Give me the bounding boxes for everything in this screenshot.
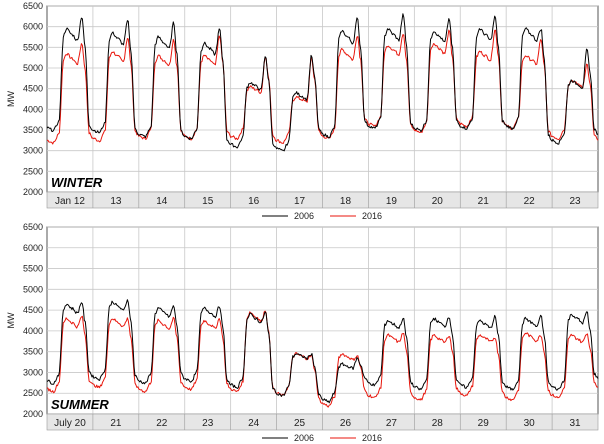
y-tick-label: 6000 <box>23 22 43 32</box>
x-tick-label: 22 <box>156 418 168 429</box>
x-tick-label: 21 <box>110 418 122 429</box>
x-tick-label: 27 <box>386 418 398 429</box>
season-label: WINTER <box>51 175 103 190</box>
panel-winter: 2000 2500 3000 3500 4000 4500 5000 5500 6000 6500… <box>6 1 599 221</box>
x-tick-label: 31 <box>569 418 581 429</box>
y-axis-label: MW <box>6 91 16 107</box>
y-tick-label: 2000 <box>23 409 43 419</box>
legend-label: 2006 <box>294 211 314 221</box>
x-tick-label: 22 <box>524 196 536 207</box>
series-line-2016 <box>46 310 599 408</box>
y-tick-label: 4500 <box>23 305 43 315</box>
y-tick-label: 3000 <box>23 367 43 377</box>
y-tick-label: 6000 <box>23 243 43 253</box>
x-tick-label: 29 <box>478 418 490 429</box>
y-tick-label: 5500 <box>23 264 43 274</box>
y-tick-label: 2500 <box>23 166 43 176</box>
y-tick-label: 4500 <box>23 84 43 94</box>
y-tick-label: 2500 <box>23 388 43 398</box>
panel-summer: 2000 2500 3000 3500 4000 4500 5000 5500 6000 6500… <box>6 222 599 443</box>
x-tick-label: 16 <box>248 196 260 207</box>
x-tick-label: 20 <box>432 196 444 207</box>
y-tick-label: 3000 <box>23 146 43 156</box>
legend-label: 2016 <box>362 211 382 221</box>
y-axis-label: MW <box>6 312 16 328</box>
x-tick-label: 30 <box>524 418 536 429</box>
y-tick-label: 6500 <box>23 222 43 232</box>
y-tick-label: 3500 <box>23 347 43 357</box>
x-tick-label: 23 <box>202 418 214 429</box>
x-tick-label: 21 <box>478 196 490 207</box>
series-line-2016 <box>46 29 599 145</box>
season-label: SUMMER <box>51 397 109 412</box>
y-tick-label: 3500 <box>23 125 43 135</box>
x-tick-label: 24 <box>248 418 260 429</box>
y-tick-label: 6500 <box>23 1 43 11</box>
legend-label: 2016 <box>362 433 382 443</box>
y-tick-label: 4000 <box>23 326 43 336</box>
x-tick-label: 19 <box>386 196 398 207</box>
y-tick-label: 5500 <box>23 42 43 52</box>
x-tick-label: 17 <box>294 196 306 207</box>
series-line-2006 <box>46 13 599 152</box>
x-tick-label: 25 <box>294 418 306 429</box>
y-tick-label: 2000 <box>23 187 43 197</box>
x-tick-label: 13 <box>110 196 122 207</box>
x-tick-label: 18 <box>340 196 352 207</box>
x-tick-label: July 20 <box>54 418 86 429</box>
y-tick-label: 5000 <box>23 284 43 294</box>
legend-label: 2006 <box>294 433 314 443</box>
x-tick-label: 28 <box>432 418 444 429</box>
y-tick-label: 4000 <box>23 104 43 114</box>
x-tick-label: 14 <box>156 196 168 207</box>
x-tick-label: 15 <box>202 196 214 207</box>
y-tick-label: 5000 <box>23 63 43 73</box>
x-tick-label: 26 <box>340 418 352 429</box>
x-tick-label: Jan 12 <box>55 196 85 207</box>
series-line-2006 <box>46 299 599 404</box>
x-tick-label: 23 <box>569 196 581 207</box>
